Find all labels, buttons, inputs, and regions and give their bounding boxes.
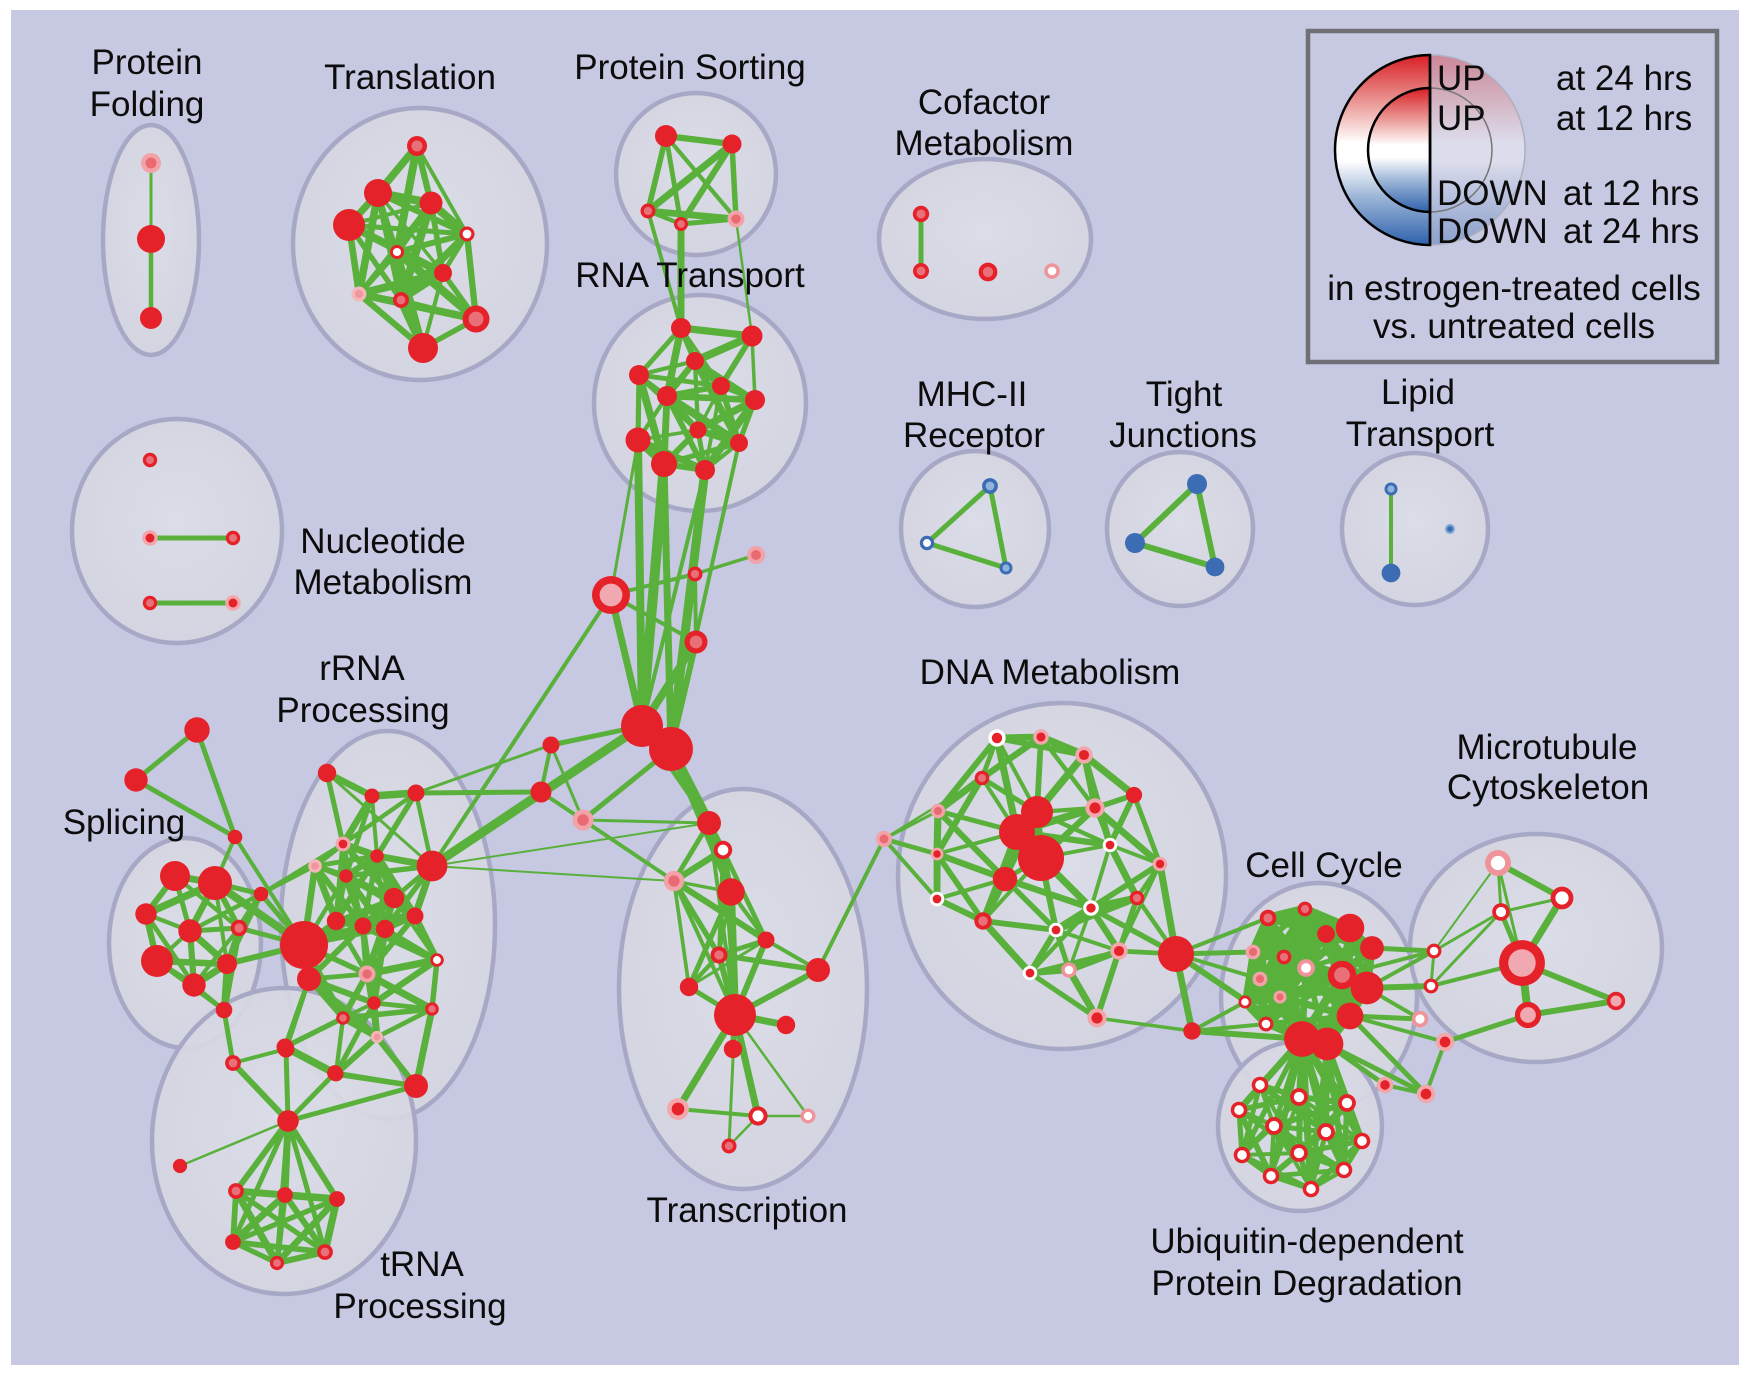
svg-text:at 24 hrs: at 24 hrs	[1556, 59, 1692, 98]
svg-text:Processing: Processing	[276, 691, 449, 730]
svg-text:Splicing: Splicing	[63, 803, 186, 842]
svg-text:Metabolism: Metabolism	[895, 124, 1074, 163]
svg-text:Protein Sorting: Protein Sorting	[574, 48, 806, 87]
svg-text:UP: UP	[1437, 59, 1486, 98]
svg-text:Tight: Tight	[1146, 375, 1223, 414]
svg-text:Lipid: Lipid	[1381, 373, 1455, 412]
svg-text:at 24 hrs: at 24 hrs	[1563, 212, 1699, 251]
svg-text:DOWN: DOWN	[1437, 212, 1548, 251]
svg-text:Microtubule: Microtubule	[1457, 728, 1638, 767]
svg-text:MHC-II: MHC-II	[917, 375, 1028, 414]
svg-text:at 12 hrs: at 12 hrs	[1556, 99, 1692, 138]
svg-text:Transcription: Transcription	[647, 1191, 848, 1230]
svg-text:UP: UP	[1437, 99, 1486, 138]
svg-text:Transport: Transport	[1346, 415, 1495, 454]
svg-text:Junctions: Junctions	[1109, 416, 1257, 455]
svg-text:Receptor: Receptor	[903, 416, 1045, 455]
svg-text:Processing: Processing	[333, 1287, 506, 1326]
svg-text:Translation: Translation	[324, 58, 496, 97]
svg-text:Metabolism: Metabolism	[294, 563, 473, 602]
svg-text:Nucleotide: Nucleotide	[300, 522, 465, 561]
svg-text:in estrogen-treated cells: in estrogen-treated cells	[1327, 269, 1701, 308]
svg-text:tRNA: tRNA	[380, 1245, 464, 1284]
svg-text:at 12 hrs: at 12 hrs	[1563, 174, 1699, 213]
svg-text:Folding: Folding	[90, 85, 205, 124]
svg-text:Cytoskeleton: Cytoskeleton	[1447, 768, 1649, 807]
svg-text:Ubiquitin-dependent: Ubiquitin-dependent	[1150, 1222, 1464, 1261]
svg-text:Cofactor: Cofactor	[918, 83, 1051, 122]
svg-text:Protein: Protein	[92, 43, 203, 82]
svg-text:Protein Degradation: Protein Degradation	[1151, 1264, 1462, 1303]
svg-text:RNA Transport: RNA Transport	[575, 256, 805, 295]
svg-text:Cell Cycle: Cell Cycle	[1245, 846, 1403, 885]
svg-text:rRNA: rRNA	[319, 649, 405, 688]
svg-text:DOWN: DOWN	[1437, 174, 1548, 213]
svg-text:DNA Metabolism: DNA Metabolism	[920, 653, 1181, 692]
svg-text:vs. untreated cells: vs. untreated cells	[1373, 307, 1655, 346]
